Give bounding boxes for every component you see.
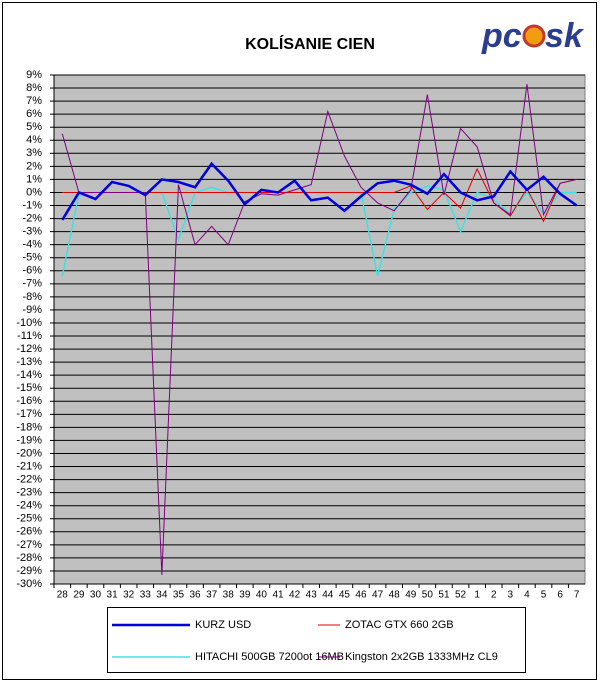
y-tick-label: -15%	[16, 382, 42, 394]
y-tick-label: -26%	[16, 526, 42, 538]
x-tick-label: 52	[455, 590, 467, 601]
y-tick-label: -4%	[22, 239, 42, 251]
x-tick-label: 47	[372, 590, 384, 601]
x-tick-label: 38	[223, 590, 235, 601]
x-tick-label: 49	[405, 590, 417, 601]
y-tick-label: 1%	[26, 173, 42, 185]
y-tick-label: -24%	[16, 500, 42, 512]
plot-area	[53, 74, 586, 585]
series-line	[61, 161, 578, 221]
x-tick-label: 6	[557, 590, 563, 601]
logo-left: pc	[481, 17, 522, 55]
x-tick-label: 33	[140, 590, 152, 601]
y-tick-label: -2%	[22, 212, 42, 224]
legend-box	[107, 607, 526, 673]
chart-title: KOLÍSANIE CIEN	[245, 34, 375, 53]
y-tick-label: -3%	[22, 226, 42, 238]
legend-label: KURZ USD	[195, 619, 251, 631]
x-tick-label: 46	[355, 590, 367, 601]
y-tick-label: -20%	[16, 447, 42, 459]
y-tick-label: 4%	[26, 134, 42, 146]
x-tick-label: 31	[107, 590, 119, 601]
x-tick-label: 5	[541, 590, 547, 601]
x-tick-label: 30	[90, 590, 102, 601]
legend-label: Kingston 2x2GB 1333MHz CL9	[345, 651, 498, 663]
x-tick-label: 44	[322, 590, 334, 601]
x-tick-label: 3	[508, 590, 514, 601]
y-tick-label: -22%	[16, 473, 42, 485]
y-tick-label: -8%	[22, 291, 42, 303]
x-tick-label: 35	[173, 590, 185, 601]
logo-right: sk	[545, 17, 585, 55]
y-tick-label: -16%	[16, 395, 42, 407]
y-tick-label: -5%	[22, 252, 42, 264]
y-tick-label: -23%	[16, 487, 42, 499]
y-tick-label: -27%	[16, 539, 42, 551]
y-tick-label: -13%	[16, 356, 42, 368]
y-tick-label: -14%	[16, 369, 42, 381]
y-tick-label: 6%	[26, 108, 42, 120]
y-tick-label: 5%	[26, 121, 42, 133]
y-tick-label: 0%	[26, 186, 42, 198]
y-tick-label: -18%	[16, 421, 42, 433]
legend-label: ZOTAC GTX 660 2GB	[345, 619, 454, 631]
y-tick-label: 7%	[26, 95, 42, 107]
y-tick-label: -1%	[22, 199, 42, 211]
x-tick-label: 4	[524, 590, 530, 601]
y-tick-label: -19%	[16, 434, 42, 446]
x-tick-label: 34	[156, 590, 168, 601]
y-tick-label: -29%	[16, 565, 42, 577]
y-tick-label: -28%	[16, 552, 42, 564]
y-tick-label: -11%	[17, 330, 42, 342]
x-tick-label: 40	[256, 590, 268, 601]
y-tick-label: -6%	[22, 265, 42, 277]
logo-flame	[522, 24, 546, 48]
x-tick-label: 37	[206, 590, 218, 601]
x-tick-label: 28	[57, 590, 69, 601]
y-tick-label: -30%	[16, 578, 42, 590]
y-tick-label: -12%	[16, 343, 42, 355]
x-tick-label: 29	[73, 590, 85, 601]
y-tick-label: 2%	[26, 160, 42, 172]
y-tick-label: -10%	[16, 317, 42, 329]
x-tick-label: 41	[272, 590, 284, 601]
y-tick-label: 3%	[26, 147, 42, 159]
y-tick-label: 8%	[26, 82, 42, 94]
x-tick-label: 51	[438, 590, 450, 601]
x-tick-label: 36	[189, 590, 201, 601]
x-tick-label: 32	[123, 590, 135, 601]
y-tick-label: -7%	[22, 278, 42, 290]
x-tick-label: 39	[239, 590, 251, 601]
y-tick-label: 9%	[26, 69, 42, 81]
y-tick-label: -9%	[22, 304, 42, 316]
x-tick-label: 7	[574, 590, 580, 601]
logo: pc sk	[481, 17, 585, 55]
x-tick-label: 48	[389, 590, 401, 601]
x-tick-label: 50	[422, 590, 434, 601]
y-tick-label: -21%	[16, 460, 42, 472]
legend-label: HITACHI 500GB 7200ot 16MB	[195, 651, 344, 663]
x-tick-label: 43	[306, 590, 318, 601]
x-tick-label: 42	[289, 590, 301, 601]
y-tick-label: -25%	[16, 513, 42, 525]
x-tick-label: 1	[474, 590, 480, 601]
series-line	[61, 84, 577, 575]
x-tick-label: 2	[491, 590, 497, 601]
x-tick-label: 45	[339, 590, 351, 601]
y-tick-label: -17%	[16, 408, 42, 420]
